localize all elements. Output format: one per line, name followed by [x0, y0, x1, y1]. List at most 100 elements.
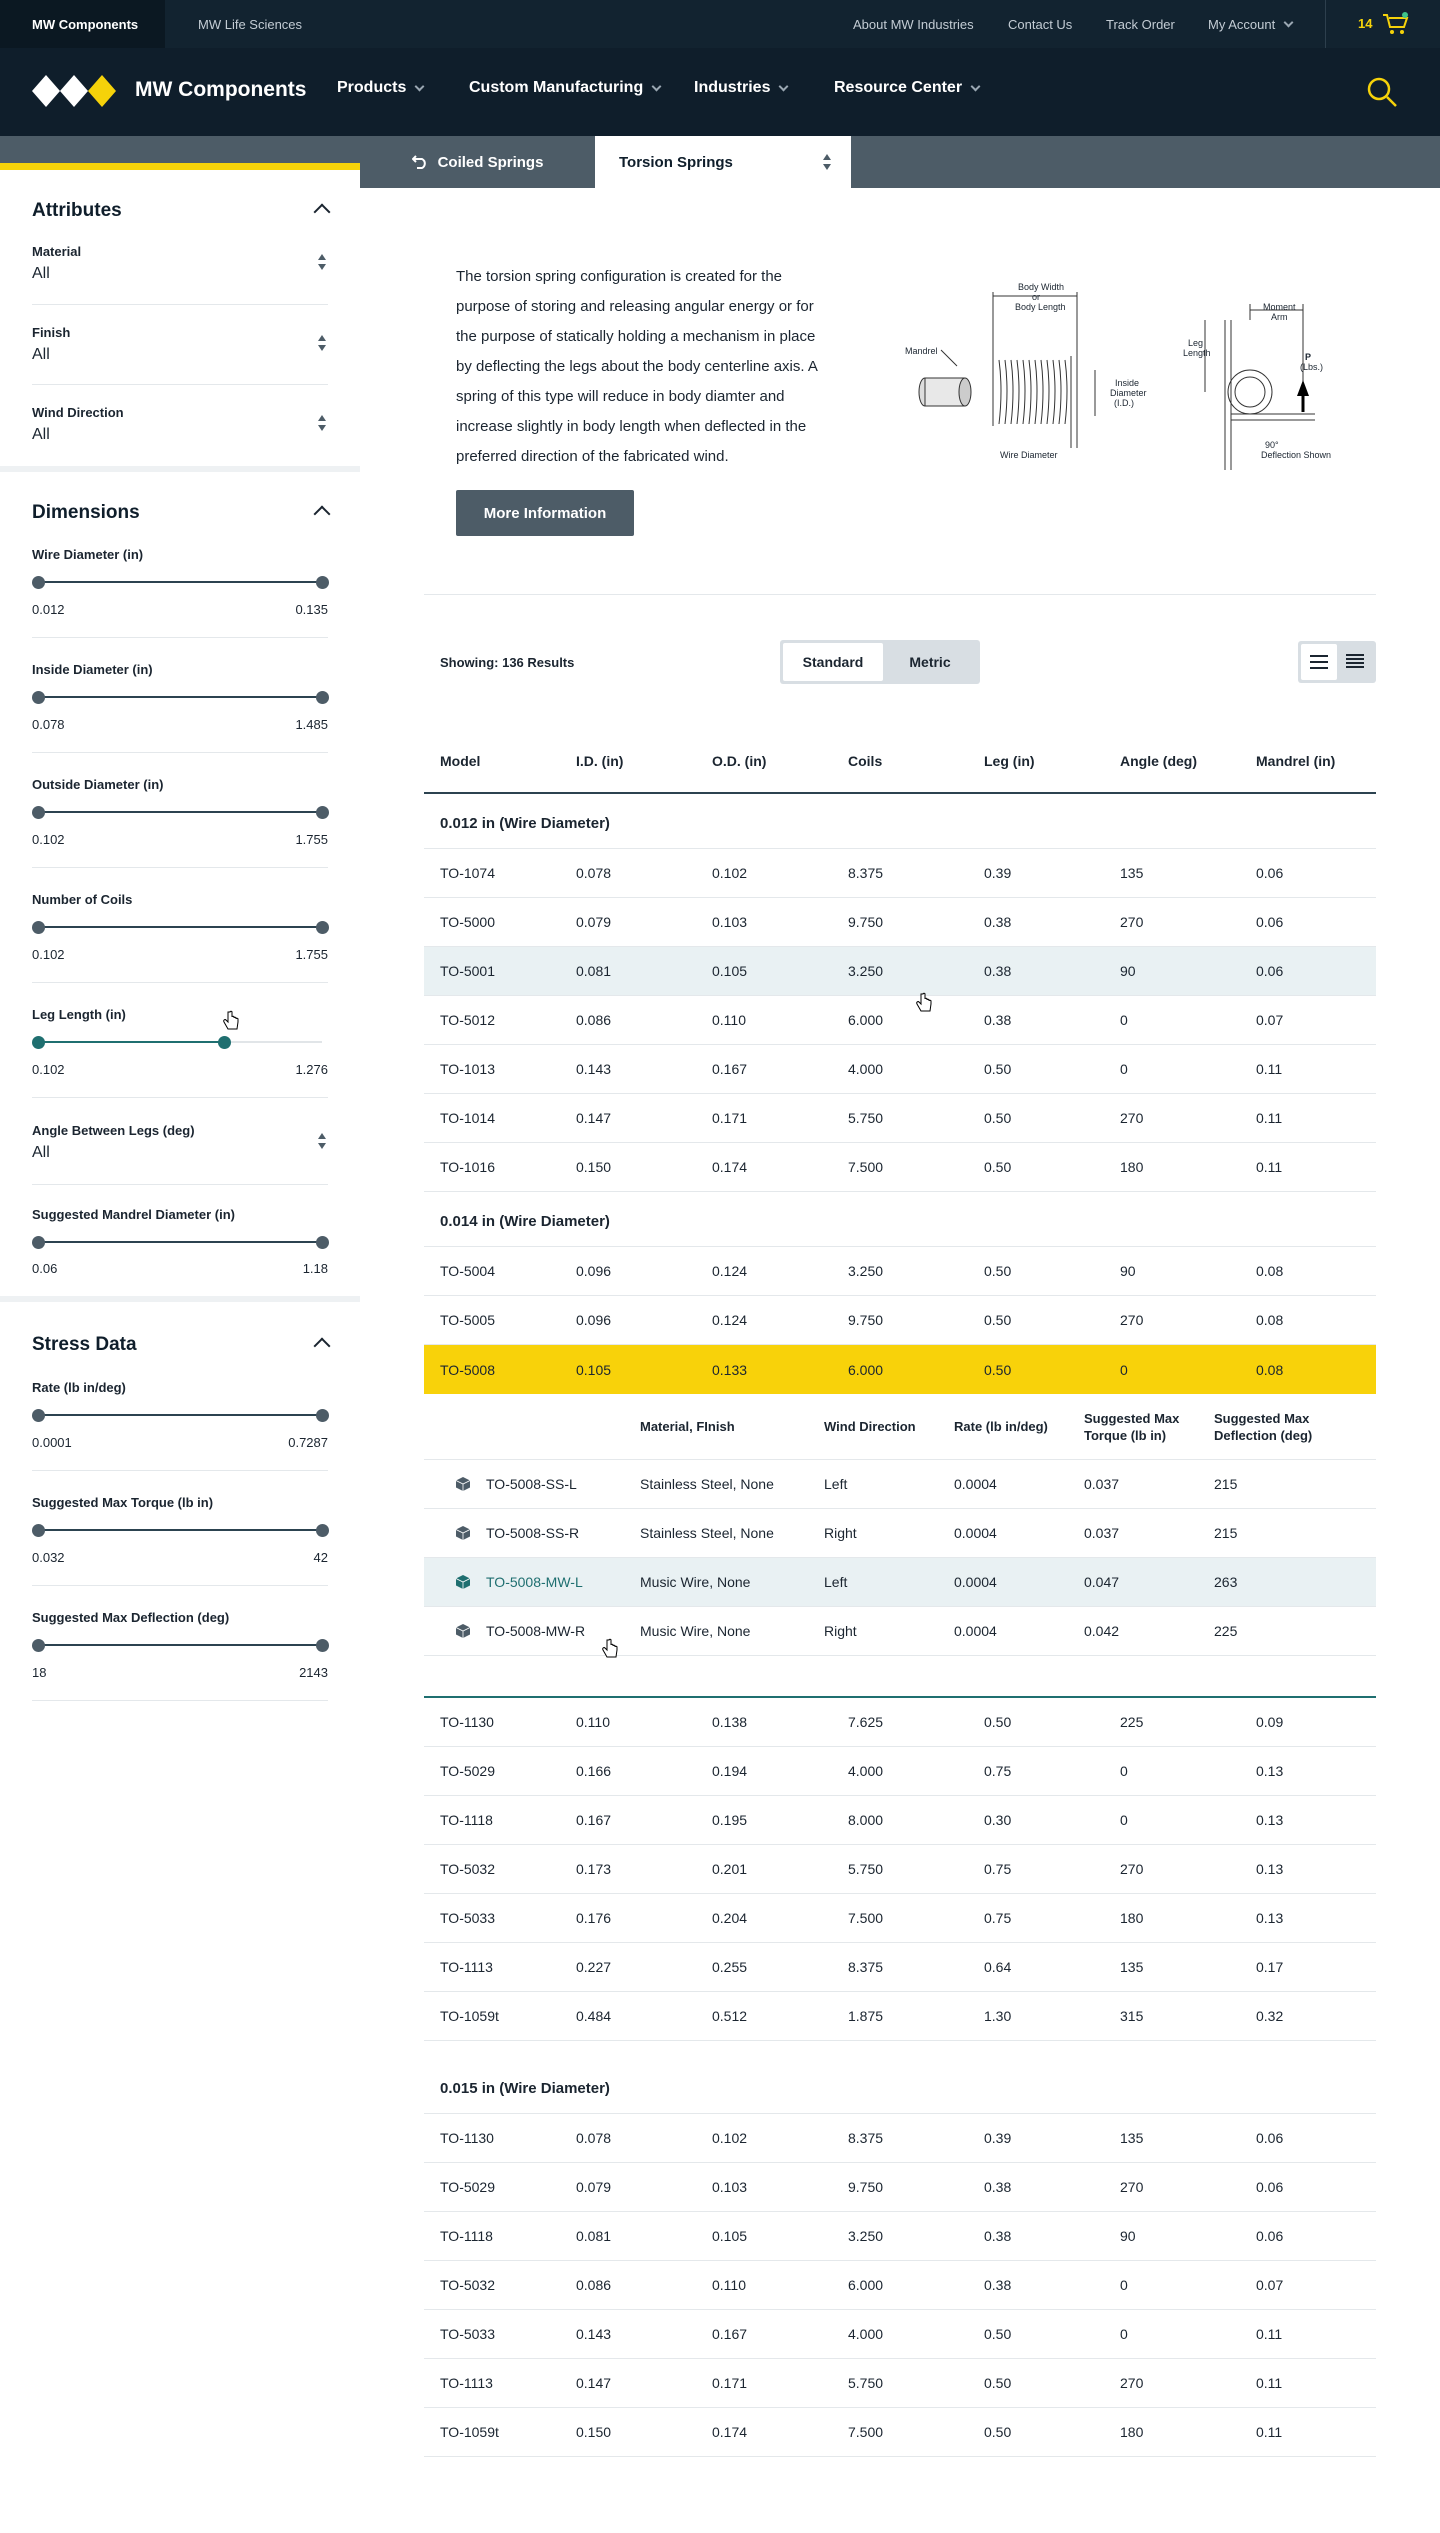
suggested-max-torque-lb-in-min-handle[interactable]	[32, 1523, 45, 1537]
sort-arrows-icon[interactable]	[316, 333, 326, 353]
rate-lb-in-deg-max-handle[interactable]	[316, 1408, 329, 1422]
compact-view-button[interactable]	[1337, 644, 1373, 680]
table-row[interactable]: TO-5012 0.086 0.110 6.000 0.38 0 0.07	[424, 996, 1376, 1045]
table-row[interactable]: TO-1118 0.081 0.105 3.250 0.38 90 0.06	[424, 2212, 1376, 2261]
column-header-o-d-in[interactable]: O.D. (in)	[712, 753, 767, 769]
table-row[interactable]: TO-5033 0.143 0.167 4.000 0.50 0 0.11	[424, 2310, 1376, 2359]
column-header-model[interactable]: Model	[440, 753, 481, 769]
number-of-coils-min-handle[interactable]	[32, 920, 45, 934]
table-row[interactable]: TO-5004 0.096 0.124 3.250 0.50 90 0.08	[424, 1247, 1376, 1296]
variant-row[interactable]: TO-5008-SS-L Stainless Steel, None Left 0.0…	[424, 1460, 1376, 1509]
sort-arrows-icon[interactable]	[316, 252, 326, 272]
variant-part-number[interactable]: TO-5008-MW-R	[486, 1623, 586, 1639]
table-row[interactable]: TO-5005 0.096 0.124 9.750 0.50 270 0.08	[424, 1296, 1376, 1345]
nav-products[interactable]: Products	[337, 79, 425, 97]
column-header-i-d-in[interactable]: I.D. (in)	[576, 753, 624, 769]
table-row[interactable]: TO-5000 0.079 0.103 9.750 0.38 270 0.06	[424, 898, 1376, 947]
column-header-coils[interactable]: Coils	[848, 753, 883, 769]
table-row[interactable]: TO-1113 0.147 0.171 5.750 0.50 270 0.11	[424, 2359, 1376, 2408]
column-header-leg-in[interactable]: Leg (in)	[984, 753, 1035, 769]
table-row[interactable]: TO-5033 0.176 0.204 7.500 0.75 180 0.13	[424, 1894, 1376, 1943]
table-row[interactable]: TO-1118 0.167 0.195 8.000 0.30 0 0.13	[424, 1796, 1376, 1845]
mandrel-min-handle[interactable]	[32, 1235, 45, 1249]
wire-diameter-in-min-handle[interactable]	[32, 575, 45, 589]
tab-coiled-springs[interactable]: Coiled Springs	[360, 136, 595, 188]
table-row[interactable]: TO-1130 0.110 0.138 7.625 0.50 225 0.09	[424, 1698, 1376, 1747]
nav-custom-manufacturing[interactable]: Custom Manufacturing	[469, 79, 662, 97]
my-account-menu[interactable]: My Account	[1208, 0, 1294, 48]
brand-name[interactable]: MW Components	[135, 78, 307, 101]
more-information-button[interactable]: More Information	[456, 490, 634, 536]
variant-row[interactable]: TO-5008-MW-L Music Wire, None Left 0.0004 0.…	[424, 1558, 1376, 1607]
finish-select[interactable]: All	[32, 346, 50, 363]
table-row[interactable]: TO-1113 0.227 0.255 8.375 0.64 135 0.17	[424, 1943, 1376, 1992]
table-row[interactable]: TO-5029 0.079 0.103 9.750 0.38 270 0.06	[424, 2163, 1376, 2212]
mandrel-slider[interactable]	[38, 1241, 322, 1243]
back-arrow-icon	[411, 155, 426, 169]
table-row[interactable]: TO-1059t 0.150 0.174 7.500 0.50 180 0.11	[424, 2408, 1376, 2457]
inside-diameter-in-min-handle[interactable]	[32, 690, 45, 704]
inside-diameter-in-max-handle[interactable]	[316, 690, 329, 704]
mandrel-max-handle[interactable]	[316, 1235, 329, 1249]
table-row[interactable]: TO-1016 0.150 0.174 7.500 0.50 180 0.11	[424, 1143, 1376, 1192]
variant-part-number[interactable]: TO-5008-MW-L	[486, 1574, 583, 1590]
rate-lb-in-deg-min-handle[interactable]	[32, 1408, 45, 1422]
table-row[interactable]: TO-1014 0.147 0.171 5.750 0.50 270 0.11	[424, 1094, 1376, 1143]
site-switch-mw-components[interactable]: MW Components	[0, 0, 165, 48]
list-view-button[interactable]	[1301, 644, 1337, 680]
track-order-link[interactable]: Track Order	[1106, 16, 1175, 32]
suggested-max-torque-lb-in-max-handle[interactable]	[316, 1523, 329, 1537]
outside-diameter-in-min-handle[interactable]	[32, 805, 45, 819]
outside-diameter-in-max-handle[interactable]	[316, 805, 329, 819]
suggested-max-torque-lb-in-slider[interactable]	[38, 1529, 322, 1531]
leg-length-in-min-handle[interactable]	[32, 1035, 45, 1049]
rate-lb-in-deg-slider[interactable]	[38, 1414, 322, 1416]
metric-units-button[interactable]: Metric	[909, 654, 951, 670]
variant-part-number[interactable]: TO-5008-SS-L	[486, 1476, 577, 1492]
about-link[interactable]: About MW Industries	[853, 16, 974, 32]
column-header-angle-deg[interactable]: Angle (deg)	[1120, 753, 1197, 769]
table-row[interactable]: TO-5029 0.166 0.194 4.000 0.75 0 0.13	[424, 1747, 1376, 1796]
wire-diameter-in-max-handle[interactable]	[316, 575, 329, 589]
variant-row[interactable]: TO-5008-SS-R Stainless Steel, None Right 0.…	[424, 1509, 1376, 1558]
table-row[interactable]: TO-1074 0.078 0.102 8.375 0.39 135 0.06	[424, 849, 1376, 898]
table-row[interactable]: TO-1130 0.078 0.102 8.375 0.39 135 0.06	[424, 2114, 1376, 2163]
search-icon[interactable]	[1366, 76, 1398, 108]
table-row[interactable]: TO-5032 0.086 0.110 6.000 0.38 0 0.07	[424, 2261, 1376, 2310]
nav-resource-center[interactable]: Resource Center	[834, 79, 981, 97]
contact-link[interactable]: Contact Us	[1008, 16, 1073, 32]
number-of-coils-max-handle[interactable]	[316, 920, 329, 934]
table-row[interactable]: TO-1013 0.143 0.167 4.000 0.50 0 0.11	[424, 1045, 1376, 1094]
leg-length-in-slider[interactable]	[38, 1041, 224, 1043]
table-cell: 0.147	[576, 1110, 612, 1126]
table-row[interactable]: TO-5001 0.081 0.105 3.250 0.38 90 0.06	[424, 947, 1376, 996]
suggested-max-deflection-deg-slider[interactable]	[38, 1644, 322, 1646]
variant-row[interactable]: TO-5008-MW-R Music Wire, None Right 0.0004 0…	[424, 1607, 1376, 1656]
column-header-mandrel-in[interactable]: Mandrel (in)	[1256, 753, 1336, 769]
material-select[interactable]: All	[32, 265, 50, 282]
table-row[interactable]: TO-1059t 0.484 0.512 1.875 1.30 315 0.32	[424, 1992, 1376, 2041]
sort-arrows-icon[interactable]	[316, 413, 326, 433]
number-of-coils-slider[interactable]	[38, 926, 322, 928]
leg-length-in-max-handle[interactable]	[218, 1035, 231, 1049]
table-cell: 0.30	[984, 1812, 1012, 1828]
wire-diameter-in-slider[interactable]	[38, 581, 322, 583]
cart-button[interactable]: 14	[1325, 0, 1440, 48]
nav-industries[interactable]: Industries	[694, 79, 789, 97]
wind-direction-select[interactable]: All	[32, 426, 50, 443]
inside-diameter-in-slider[interactable]	[38, 696, 322, 698]
outside-diameter-in-slider[interactable]	[38, 811, 322, 813]
tab-torsion-springs[interactable]: Torsion Springs	[595, 136, 851, 188]
standard-units-button[interactable]: Standard	[783, 643, 883, 681]
suggested-max-deflection-deg-min-handle[interactable]	[32, 1638, 45, 1652]
sub-header-rate-lb-in-deg: Rate (lb in/deg)	[954, 1419, 1048, 1434]
diagram-wire-diameter-label: Wire Diameter	[1000, 450, 1058, 460]
table-row[interactable]: TO-5008 0.105 0.133 6.000 0.50 0 0.08	[424, 1345, 1376, 1394]
sort-arrows-icon[interactable]	[316, 1131, 326, 1151]
suggested-max-deflection-deg-max-handle[interactable]	[316, 1638, 329, 1652]
site-switch-mw-life-sciences[interactable]: MW Life Sciences	[198, 16, 303, 32]
variant-part-number[interactable]: TO-5008-SS-R	[486, 1525, 580, 1541]
mw-logo-icon[interactable]	[32, 71, 122, 111]
table-row[interactable]: TO-5032 0.173 0.201 5.750 0.75 270 0.13	[424, 1845, 1376, 1894]
angle-select[interactable]: All	[32, 1144, 50, 1161]
